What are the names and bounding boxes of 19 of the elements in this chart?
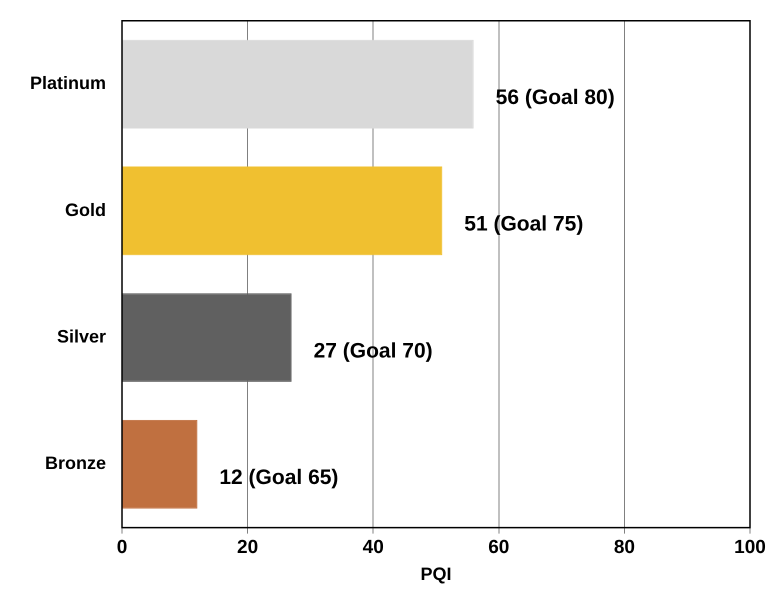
x-tick-label: 60	[488, 537, 510, 558]
data-label: 12 (Goal 65)	[219, 466, 338, 490]
x-tick-label: 40	[362, 537, 384, 558]
y-tick-label: Gold	[65, 200, 106, 220]
x-tick-label: 20	[237, 537, 258, 558]
x-axis-title: PQI	[420, 564, 452, 584]
x-tick-label: 80	[614, 537, 635, 558]
y-tick-label: Silver	[56, 326, 106, 347]
bar	[122, 166, 442, 256]
x-tick-label: 100	[734, 537, 766, 558]
bar	[122, 420, 198, 509]
data-label: 56 (Goal 80)	[496, 86, 615, 109]
y-tick-label: Bronze	[44, 453, 106, 474]
y-tick-label: Platinum	[30, 73, 106, 94]
x-tick-label: 0	[116, 537, 128, 558]
data-label: 27 (Goal 70)	[314, 339, 433, 362]
data-label: 51 (Goal 75)	[464, 212, 584, 236]
bar	[122, 40, 474, 128]
bar	[122, 293, 292, 382]
